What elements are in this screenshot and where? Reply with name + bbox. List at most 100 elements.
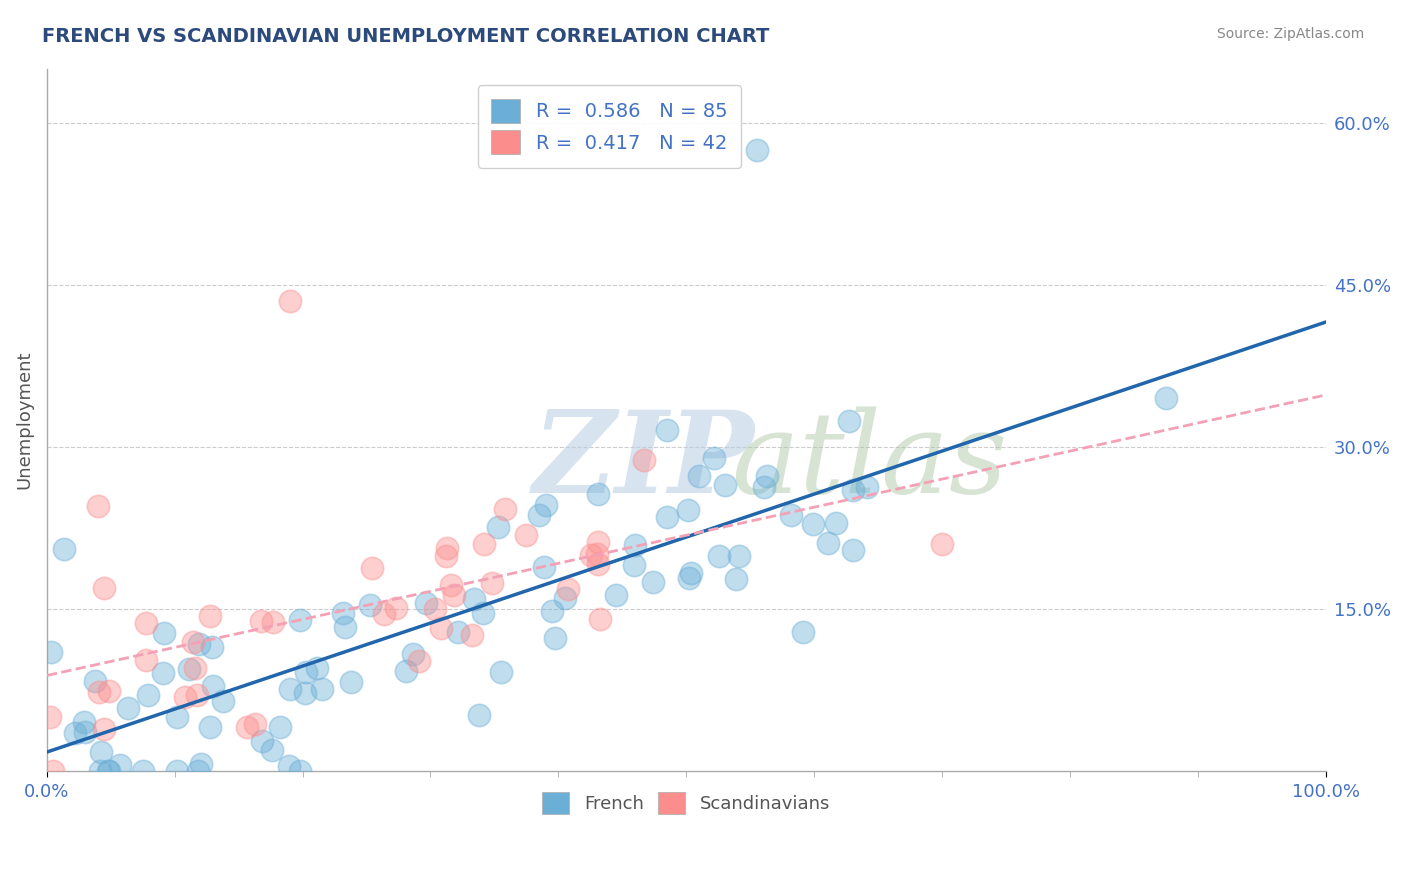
Point bbox=[745, 143, 768, 157]
Point bbox=[201, 640, 224, 654]
Point bbox=[359, 598, 381, 612]
Point bbox=[201, 679, 224, 693]
Point bbox=[688, 469, 710, 483]
Point bbox=[588, 612, 610, 626]
Point bbox=[190, 757, 212, 772]
Point bbox=[817, 536, 839, 550]
Point bbox=[472, 536, 495, 550]
Point bbox=[97, 764, 120, 778]
Point bbox=[135, 653, 157, 667]
Point bbox=[486, 520, 509, 534]
Point bbox=[235, 720, 257, 734]
Point bbox=[931, 537, 953, 551]
Point bbox=[425, 601, 447, 615]
Point bbox=[436, 541, 458, 555]
Point bbox=[187, 764, 209, 778]
Point bbox=[93, 581, 115, 595]
Point bbox=[641, 574, 664, 589]
Point bbox=[824, 516, 846, 530]
Point bbox=[90, 745, 112, 759]
Point bbox=[41, 645, 63, 659]
Point bbox=[110, 758, 132, 772]
Point bbox=[250, 734, 273, 748]
Point bbox=[468, 708, 491, 723]
Text: atlas: atlas bbox=[731, 407, 1007, 517]
Point bbox=[135, 616, 157, 631]
Point bbox=[792, 625, 814, 640]
Point bbox=[856, 480, 879, 494]
Point bbox=[623, 558, 645, 573]
Point bbox=[177, 662, 200, 676]
Point bbox=[93, 722, 115, 736]
Point bbox=[166, 764, 188, 778]
Point bbox=[98, 684, 121, 698]
Point bbox=[278, 682, 301, 697]
Point bbox=[198, 609, 221, 624]
Point bbox=[97, 764, 120, 778]
Point bbox=[581, 549, 603, 563]
Point bbox=[87, 685, 110, 699]
Text: Source: ZipAtlas.com: Source: ZipAtlas.com bbox=[1216, 27, 1364, 41]
Point bbox=[655, 509, 678, 524]
Point bbox=[655, 424, 678, 438]
Point bbox=[250, 614, 273, 628]
Point bbox=[39, 710, 62, 724]
Point bbox=[434, 549, 457, 563]
Point bbox=[307, 661, 329, 675]
Legend: French, Scandinavians: French, Scandinavians bbox=[531, 781, 841, 825]
Point bbox=[707, 549, 730, 563]
Point bbox=[84, 674, 107, 689]
Point bbox=[153, 626, 176, 640]
Text: ZIP: ZIP bbox=[533, 406, 755, 517]
Point bbox=[624, 539, 647, 553]
Point bbox=[586, 547, 609, 561]
Point bbox=[415, 596, 437, 610]
Point bbox=[586, 534, 609, 549]
Point bbox=[262, 615, 284, 629]
Point bbox=[402, 647, 425, 661]
Point bbox=[173, 690, 195, 705]
Point bbox=[841, 483, 863, 497]
Point bbox=[269, 720, 291, 734]
Point bbox=[408, 654, 430, 668]
Point bbox=[703, 450, 725, 465]
Point bbox=[243, 716, 266, 731]
Point bbox=[463, 591, 485, 606]
Point bbox=[311, 682, 333, 697]
Point bbox=[152, 666, 174, 681]
Point bbox=[384, 601, 406, 615]
Point bbox=[443, 588, 465, 602]
Point bbox=[294, 686, 316, 700]
Point bbox=[262, 743, 284, 757]
Point bbox=[89, 764, 111, 778]
Point bbox=[188, 637, 211, 651]
Point bbox=[332, 607, 354, 621]
Point bbox=[633, 453, 655, 467]
Point bbox=[588, 557, 610, 571]
Point bbox=[186, 688, 208, 702]
Point bbox=[472, 607, 495, 621]
Point bbox=[212, 694, 235, 708]
Point bbox=[779, 508, 801, 523]
Point bbox=[533, 559, 555, 574]
Point bbox=[557, 582, 579, 596]
Point bbox=[117, 701, 139, 715]
Point bbox=[754, 480, 776, 494]
Point bbox=[681, 566, 703, 581]
Point bbox=[75, 724, 97, 739]
Point bbox=[713, 478, 735, 492]
Point bbox=[842, 543, 865, 558]
Point bbox=[481, 576, 503, 591]
Point bbox=[439, 578, 461, 592]
Point bbox=[295, 665, 318, 680]
Point bbox=[724, 573, 747, 587]
Point bbox=[166, 710, 188, 724]
Point bbox=[515, 528, 537, 542]
Point bbox=[333, 620, 356, 634]
Point bbox=[136, 688, 159, 702]
Point bbox=[727, 549, 749, 563]
Point bbox=[491, 665, 513, 680]
Point bbox=[460, 628, 482, 642]
Point bbox=[361, 560, 384, 574]
Point bbox=[288, 764, 311, 778]
